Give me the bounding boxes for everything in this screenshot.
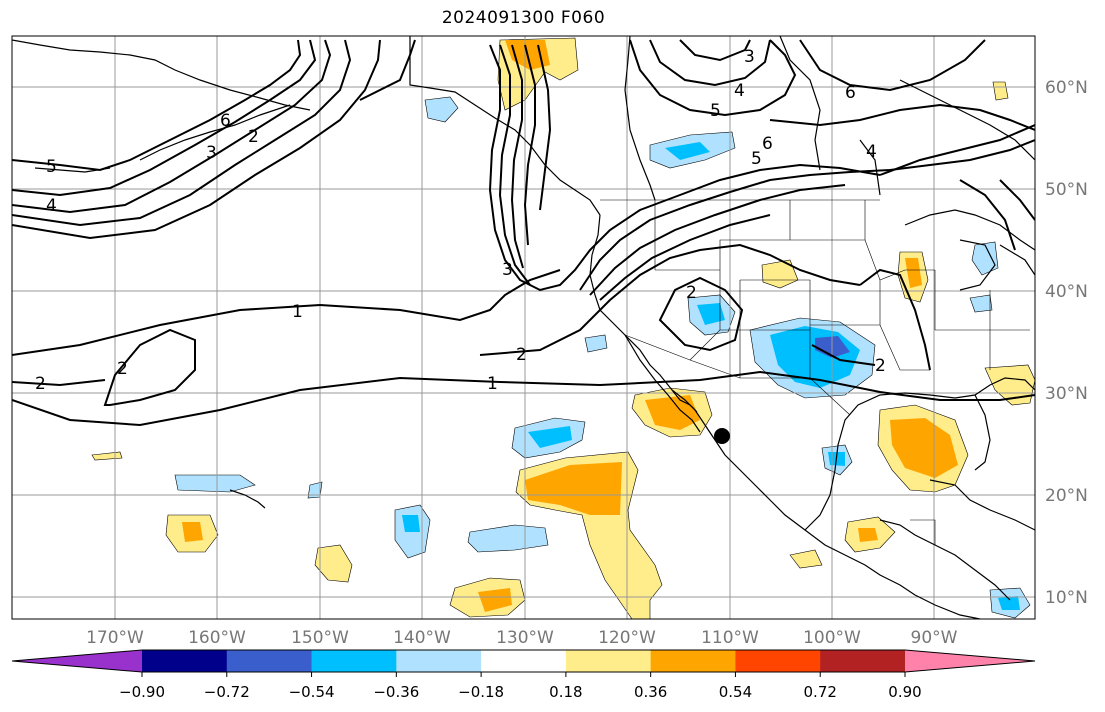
positive-anomaly-shading xyxy=(91,37,1035,619)
contour-label: 2 xyxy=(686,283,697,303)
location-marker xyxy=(714,428,730,444)
colorbar-tick-label: −0.90 xyxy=(119,683,165,701)
lon-label: 150°W xyxy=(291,628,349,648)
contour-label: 2 xyxy=(875,356,886,376)
political-borders xyxy=(600,199,1030,545)
colorbar-bin xyxy=(820,650,906,672)
contour-label: 3 xyxy=(744,47,755,67)
contour-labels: 1 1 2 2 2 2 3 3 3 4 4 4 5 5 5 6 6 6 2 2 xyxy=(35,47,886,394)
contour-label: 6 xyxy=(762,134,773,154)
colorbar-bin xyxy=(142,650,228,672)
contour-label: 3 xyxy=(206,143,217,163)
map-title: 2024091300 F060 xyxy=(441,8,606,28)
colorbar-extend-low xyxy=(12,650,142,672)
lon-label: 110°W xyxy=(701,628,759,648)
contour-label: 2 xyxy=(248,127,259,147)
contour-label: 5 xyxy=(710,101,721,121)
colorbar-tick-label: 0.72 xyxy=(804,683,837,701)
contour-label: 3 xyxy=(502,260,513,280)
colorbar-tick-label: −0.72 xyxy=(204,683,250,701)
negative-anomaly-shading xyxy=(174,96,1031,619)
lat-label: 40°N xyxy=(1045,282,1088,302)
longitude-labels: 170°W 160°W 150°W 140°W 130°W 120°W 110°… xyxy=(86,628,958,648)
lat-label: 50°N xyxy=(1045,180,1088,200)
lon-label: 90°W xyxy=(911,628,958,648)
colorbar-tick-label: 0.36 xyxy=(634,683,667,701)
lat-label: 30°N xyxy=(1045,384,1088,404)
lon-label: 170°W xyxy=(86,628,144,648)
contour-label: 4 xyxy=(734,81,745,101)
lat-label: 20°N xyxy=(1045,486,1088,506)
colorbar-bin xyxy=(481,650,567,672)
contour-label: 2 xyxy=(117,359,128,379)
colorbar-tick-label: 0.54 xyxy=(719,683,752,701)
colorbar-tick-label: −0.54 xyxy=(289,683,335,701)
colorbar-tick-label: 0.18 xyxy=(549,683,582,701)
colorbar xyxy=(11,649,1036,673)
lon-label: 120°W xyxy=(598,628,656,648)
colorbar-tick-label: −0.18 xyxy=(458,683,504,701)
colorbar-bin xyxy=(226,650,313,672)
colorbar-extend-high xyxy=(905,650,1035,672)
contour-label: 4 xyxy=(46,196,57,216)
contour-label: 5 xyxy=(751,149,762,169)
lon-label: 140°W xyxy=(393,628,451,648)
lat-label: 10°N xyxy=(1045,588,1088,608)
lon-label: 130°W xyxy=(496,628,554,648)
contour-label: 5 xyxy=(46,157,57,177)
map-frame xyxy=(11,35,1036,620)
contour-label: 2 xyxy=(516,345,527,365)
colorbar-bin xyxy=(396,650,482,672)
height-contours xyxy=(12,39,1035,427)
lon-label: 160°W xyxy=(188,628,246,648)
colorbar-bin xyxy=(650,650,736,672)
colorbar-bin xyxy=(735,650,821,672)
contour-label: 6 xyxy=(220,111,231,131)
colorbar-tick-labels: −0.90 −0.72 −0.54 −0.36 −0.18 0.18 0.36 0.54 0.7… xyxy=(119,672,922,701)
latitude-labels: 60°N 50°N 40°N 30°N 20°N 10°N xyxy=(1045,78,1088,608)
colorbar-bin xyxy=(311,650,397,672)
contour-label: 1 xyxy=(292,302,303,322)
contour-label: 6 xyxy=(845,83,856,103)
lon-label: 100°W xyxy=(803,628,861,648)
contour-label: 4 xyxy=(866,142,877,162)
colorbar-bin xyxy=(565,650,652,672)
colorbar-tick-label: −0.36 xyxy=(373,683,419,701)
contour-label: 1 xyxy=(487,374,498,394)
contour-label: 2 xyxy=(35,374,46,394)
lat-label: 60°N xyxy=(1045,78,1088,98)
colorbar-tick-label: 0.90 xyxy=(888,683,921,701)
